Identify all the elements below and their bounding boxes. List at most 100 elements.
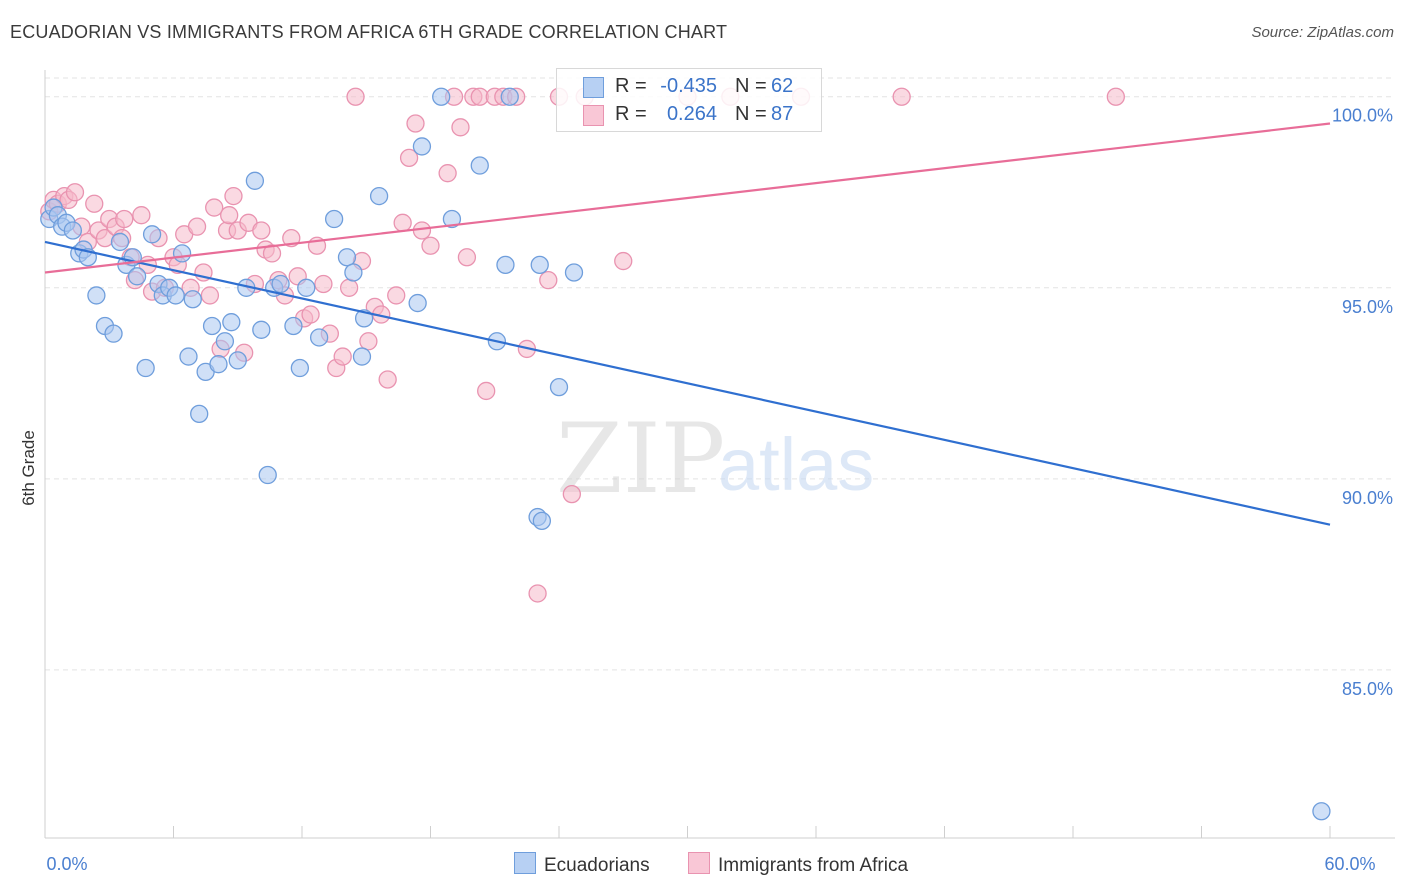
- chart-title: ECUADORIAN VS IMMIGRANTS FROM AFRICA 6TH…: [10, 22, 728, 42]
- n-label: N =: [735, 103, 767, 125]
- y-tick-label: 95.0%: [1342, 297, 1393, 317]
- ecuadorian-point: [412, 137, 432, 156]
- ecuadorian-point: [87, 286, 106, 305]
- africa-point: [421, 236, 440, 255]
- ecuadorian-point: [297, 278, 316, 297]
- legend-item-africa: Immigrants from Africa: [688, 852, 908, 877]
- blue-swatch-icon: [583, 77, 604, 98]
- africa-point: [1106, 87, 1125, 106]
- trend-lines: [44, 122, 1331, 526]
- africa-trend-line: [44, 122, 1331, 274]
- africa-point: [85, 194, 104, 213]
- africa-point: [562, 484, 581, 504]
- ecuadorian-point: [190, 404, 209, 424]
- y-axis-label: 6th Grade: [19, 430, 38, 506]
- africa-point: [200, 286, 220, 305]
- legend-item-ecuadorians: Ecuadorians: [514, 852, 650, 877]
- ecuadorian-point: [324, 209, 344, 229]
- pink-swatch-icon: [583, 105, 604, 126]
- stats-legend: R = -0.435 N = 62 R = 0.264 N = 87: [556, 68, 822, 132]
- africa-point: [438, 164, 457, 183]
- africa-point: [378, 370, 397, 389]
- africa-point: [406, 114, 425, 133]
- r-value: 0.264: [666, 103, 717, 125]
- ecuadorian-point: [284, 316, 303, 336]
- ecuadorian-point: [166, 286, 185, 305]
- ecuadorian-point: [290, 358, 310, 378]
- ecuadorian-point: [549, 377, 569, 397]
- n-label: N =: [735, 75, 767, 97]
- data-points: [40, 87, 1331, 821]
- africa-point: [614, 251, 633, 271]
- africa-point: [399, 148, 419, 168]
- africa-point: [346, 87, 365, 106]
- ecuadorian-point: [337, 248, 357, 267]
- x-tick-label: 0.0%: [46, 854, 87, 874]
- pink-swatch-icon: [688, 852, 710, 874]
- africa-point: [224, 186, 243, 206]
- legend-label: Immigrants from Africa: [718, 855, 909, 876]
- ecuadorian-point: [369, 186, 389, 206]
- ecuadorian-point: [496, 255, 515, 275]
- y-tick-label: 90.0%: [1342, 488, 1393, 508]
- ecuadorian-point: [228, 351, 247, 370]
- watermark-atlas: atlas: [718, 423, 874, 506]
- africa-point: [187, 217, 207, 236]
- africa-point: [314, 274, 333, 294]
- stats-row-africa: R = 0.264 N = 87: [557, 99, 821, 129]
- ecuadorian-point: [183, 290, 202, 309]
- ecuadorian-point: [442, 209, 462, 229]
- africa-point: [115, 209, 134, 229]
- watermark-zip: ZIP: [556, 403, 725, 515]
- legend-label: Ecuadorians: [544, 855, 650, 876]
- r-label: R =: [615, 103, 647, 125]
- africa-point: [252, 221, 271, 240]
- ecuadorian-point: [245, 171, 265, 190]
- ecuadorian-point: [209, 355, 228, 374]
- ecuadorian-point: [532, 511, 552, 531]
- ecuadorian-point: [252, 320, 271, 339]
- n-value: 62: [771, 75, 794, 97]
- r-label: R =: [615, 75, 647, 97]
- ecuadorian-point: [1312, 802, 1331, 821]
- africa-point: [892, 87, 911, 106]
- r-value: -0.435: [660, 75, 717, 97]
- ecuadorian-point: [172, 244, 192, 263]
- africa-point: [339, 278, 359, 297]
- africa-point: [477, 381, 496, 401]
- ecuadorian-point: [344, 263, 363, 282]
- ecuadorian-point: [63, 221, 82, 240]
- tick-labels: 100.0% 95.0% 90.0% 85.0% 0.0% 60.0%: [46, 106, 1393, 874]
- source-credit: Source: ZipAtlas.com: [1251, 24, 1394, 41]
- africa-point: [220, 206, 239, 225]
- ecuadorian-point: [104, 324, 123, 343]
- ecuadorian-point: [258, 465, 277, 485]
- africa-point: [387, 286, 406, 305]
- ecuadorian-point: [352, 347, 372, 366]
- africa-point: [301, 305, 320, 324]
- stats-row-ecuadorians: R = -0.435 N = 62: [557, 71, 821, 101]
- ecuadorian-point: [215, 332, 235, 351]
- ecuadorian-point: [432, 87, 451, 106]
- africa-point: [205, 198, 224, 217]
- africa-point: [457, 248, 477, 267]
- grid-lines: [45, 77, 1395, 671]
- ecuadorian-point: [202, 316, 222, 336]
- africa-point: [539, 270, 558, 290]
- ecuadorian-point: [142, 225, 162, 244]
- ecuadorian-trend-line: [44, 240, 1331, 526]
- ecuadorian-point: [136, 358, 155, 378]
- ecuadorian-point: [470, 156, 489, 175]
- y-tick-label: 100.0%: [1332, 106, 1393, 126]
- ecuadorian-point: [127, 267, 147, 286]
- x-tick-label: 60.0%: [1324, 854, 1375, 874]
- blue-swatch-icon: [514, 852, 536, 874]
- africa-point: [393, 213, 412, 232]
- ecuadorian-point: [222, 313, 241, 332]
- ecuadorian-point: [179, 347, 198, 366]
- ecuadorian-point: [110, 232, 130, 252]
- ecuadorian-point: [271, 274, 290, 294]
- ecuadorian-point: [564, 263, 584, 282]
- africa-point: [528, 584, 547, 603]
